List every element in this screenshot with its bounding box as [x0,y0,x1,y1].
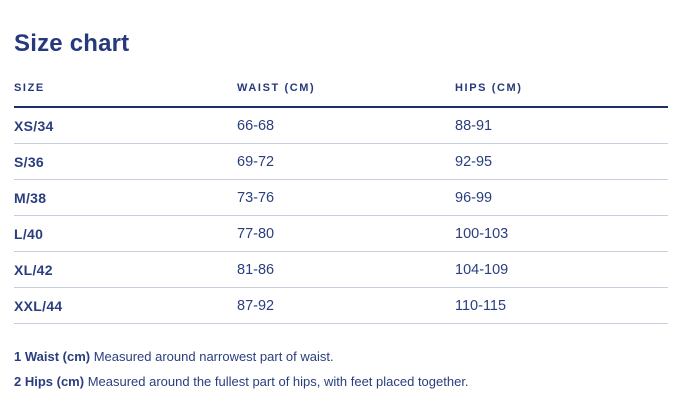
footnotes: 1 Waist (cm) Measured around narrowest p… [14,344,668,394]
waist-cell: 87-92 [237,287,455,324]
table-row: XS/34 66-68 88-91 [14,107,668,144]
size-chart-content: Size chart SIZE WAIST (CM) HIPS (CM) XS/… [14,30,668,394]
table-row: L/40 77-80 100-103 [14,215,668,252]
footnote-hips-text: Measured around the fullest part of hips… [84,374,469,389]
footnote-waist-text: Measured around narrowest part of waist. [90,349,334,364]
table-row: XXL/44 87-92 110-115 [14,287,668,324]
footnote-hips: 2 Hips (cm) Measured around the fullest … [14,369,668,394]
size-cell: XL/42 [14,251,237,288]
hips-cell: 88-91 [455,107,668,144]
waist-cell: 77-80 [237,215,455,252]
waist-cell: 81-86 [237,251,455,288]
column-header-waist: WAIST (CM) [237,82,455,108]
hips-cell: 100-103 [455,215,668,252]
size-cell: XXL/44 [14,287,237,324]
size-cell: L/40 [14,215,237,252]
footnote-waist-label: 1 Waist (cm) [14,349,91,364]
column-header-hips: HIPS (CM) [455,82,668,108]
footnote-waist: 1 Waist (cm) Measured around narrowest p… [14,344,668,369]
waist-cell: 69-72 [237,143,455,180]
table-row: S/36 69-72 92-95 [14,143,668,180]
footnote-hips-label: 2 Hips (cm) [14,374,85,389]
waist-cell: 66-68 [237,107,455,144]
table-row: M/38 73-76 96-99 [14,179,668,216]
hips-cell: 92-95 [455,143,668,180]
size-chart-table: SIZE WAIST (CM) HIPS (CM) XS/34 66-68 88… [14,82,668,324]
waist-cell: 73-76 [237,179,455,216]
size-cell: XS/34 [14,107,237,144]
hips-cell: 110-115 [455,287,668,324]
hips-cell: 104-109 [455,251,668,288]
page-title: Size chart [14,30,130,57]
hips-cell: 96-99 [455,179,668,216]
table-header-row: SIZE WAIST (CM) HIPS (CM) [14,82,668,108]
table-row: XL/42 81-86 104-109 [14,251,668,288]
size-cell: M/38 [14,179,237,216]
column-header-size: SIZE [14,82,237,108]
size-cell: S/36 [14,143,237,180]
